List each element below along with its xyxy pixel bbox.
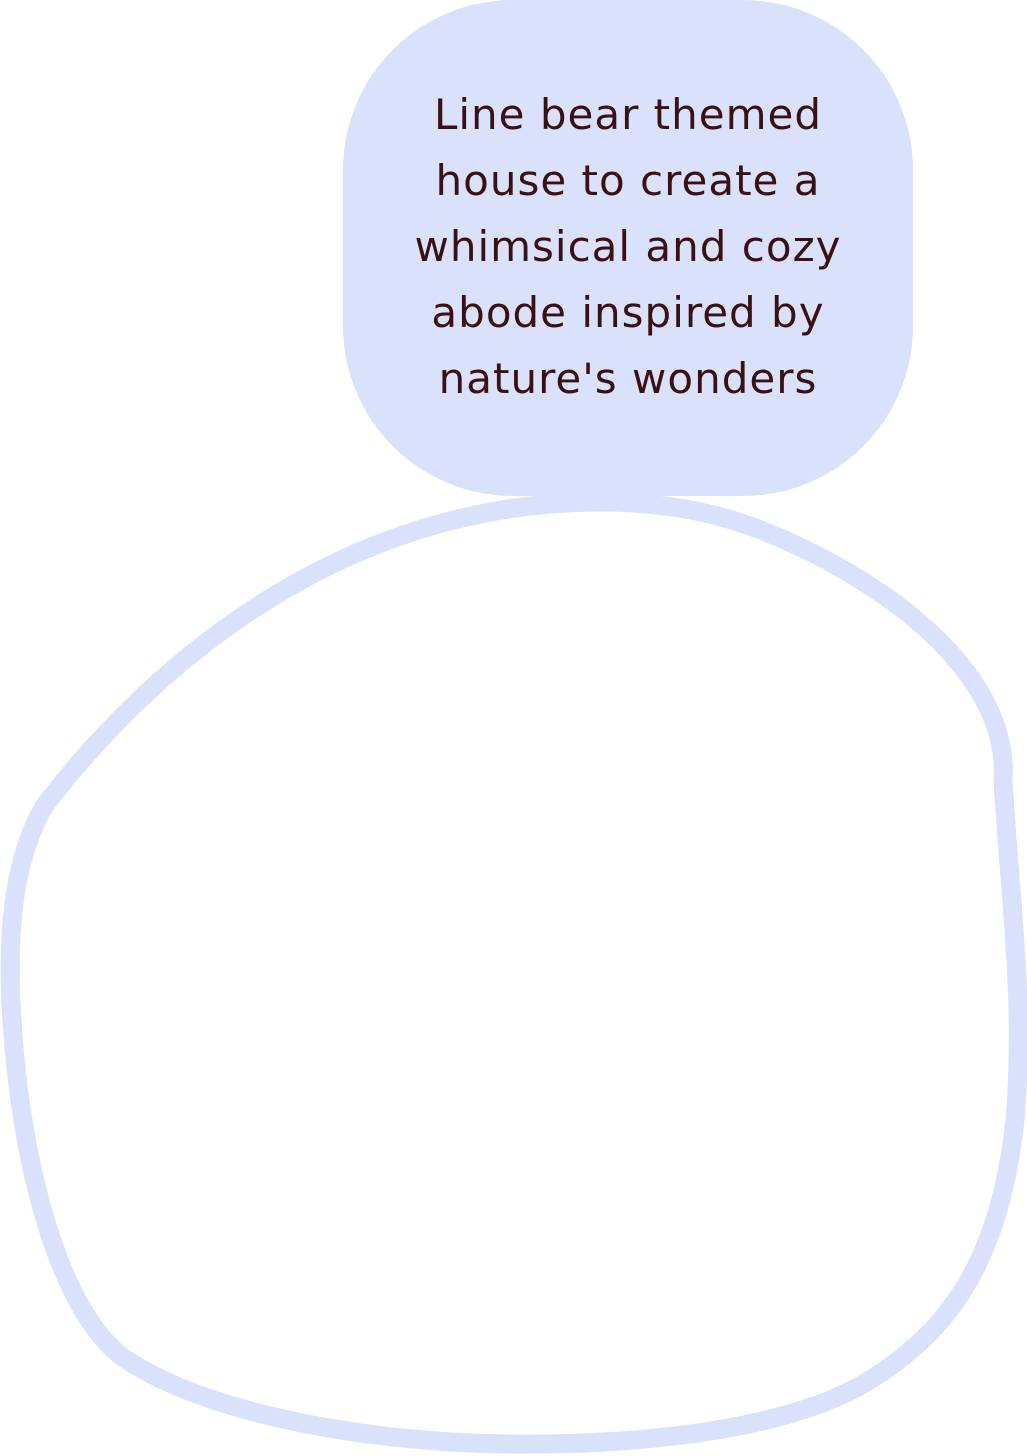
caption-bubble: Line bear themed house to create a whims… (343, 0, 913, 496)
caption-text: Line bear themed house to create a whims… (414, 90, 842, 403)
